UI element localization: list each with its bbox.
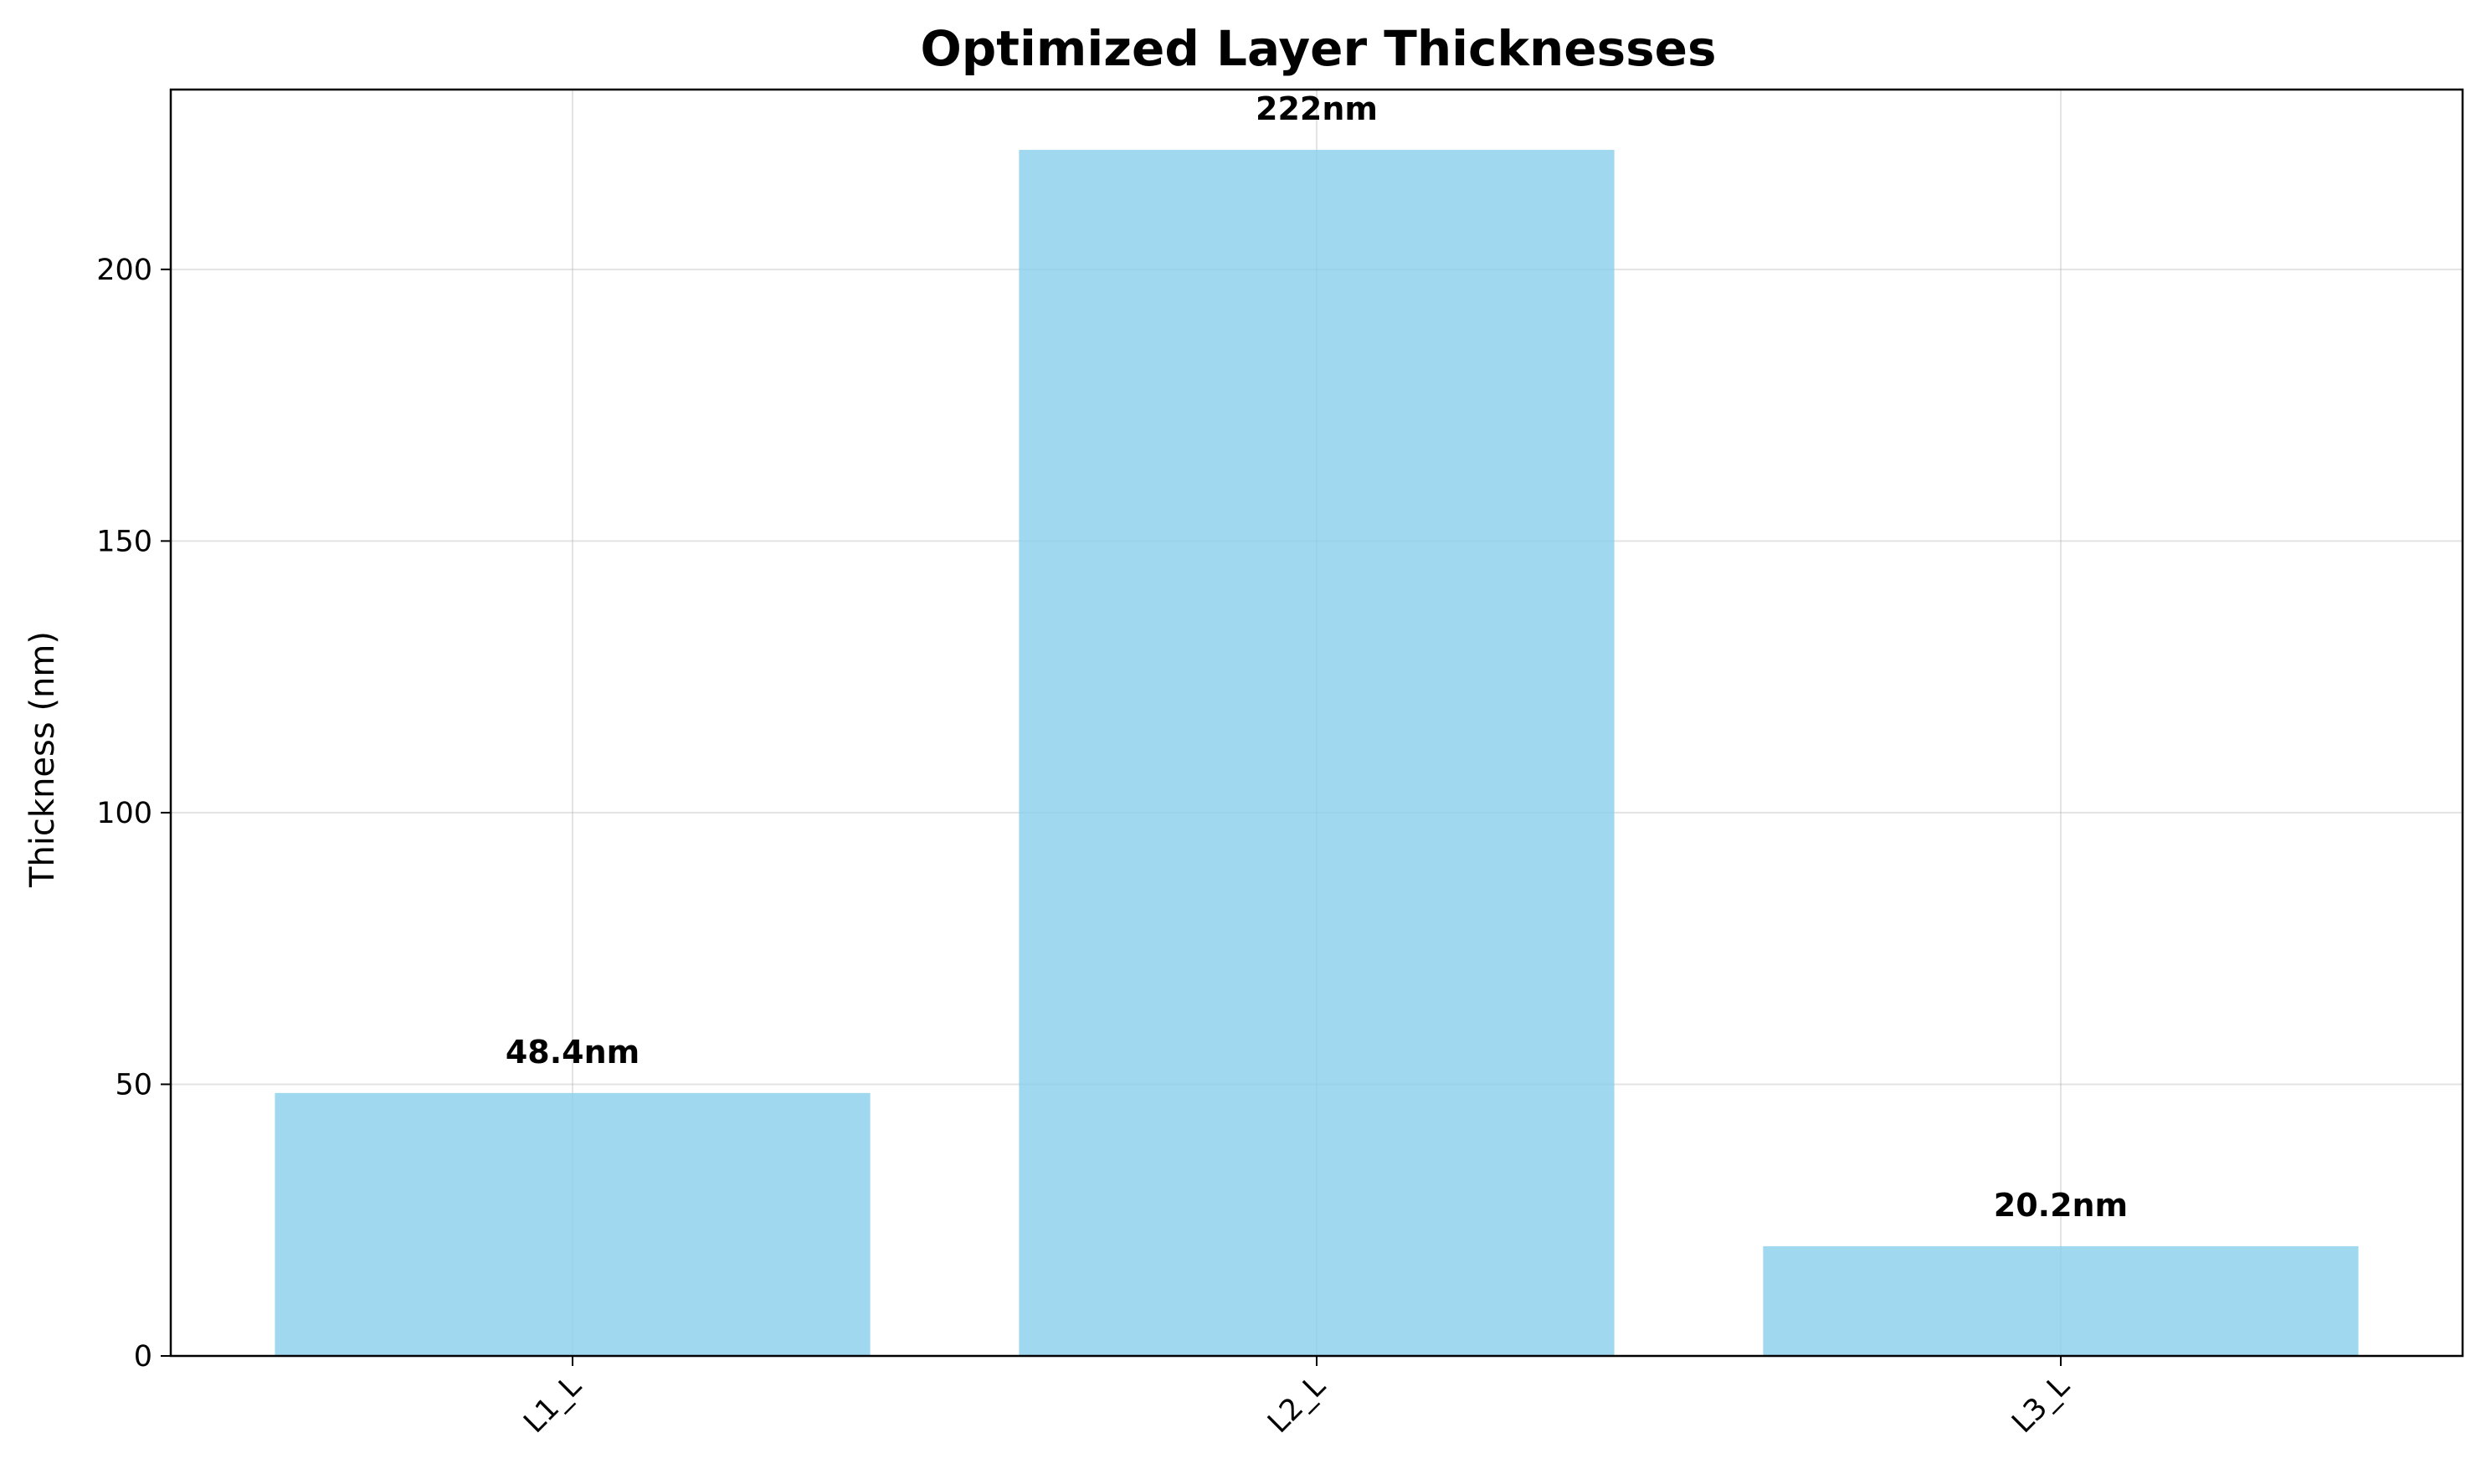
y-tick-label: 50 bbox=[115, 1068, 152, 1101]
ticks-layer: 0 50 100 150 200 L1_L L2_L L3_L bbox=[96, 254, 2076, 1440]
data-label: 222nm bbox=[1256, 90, 1378, 127]
data-label: 20.2nm bbox=[1994, 1187, 2128, 1224]
y-tick-label: 150 bbox=[96, 525, 152, 558]
x-tick-label: L3_L bbox=[2006, 1369, 2076, 1440]
bar-l2-l bbox=[1019, 150, 1615, 1357]
bar-l3-l bbox=[1763, 1245, 2359, 1356]
y-tick-label: 100 bbox=[96, 797, 152, 830]
bars-layer bbox=[275, 150, 2359, 1357]
data-label: 48.4nm bbox=[506, 1034, 640, 1071]
y-axis-label: Thickness (nm) bbox=[23, 631, 62, 888]
x-tick-label: L2_L bbox=[1261, 1369, 1332, 1440]
y-tick-label: 200 bbox=[96, 254, 152, 287]
y-tick-label: 0 bbox=[134, 1340, 152, 1374]
chart-title: Optimized Layer Thicknesses bbox=[920, 20, 1716, 77]
bar-l1-l bbox=[275, 1092, 871, 1356]
data-labels-layer: 48.4nm 222nm 20.2nm bbox=[506, 90, 2128, 1224]
x-tick-label: L1_L bbox=[517, 1369, 588, 1440]
